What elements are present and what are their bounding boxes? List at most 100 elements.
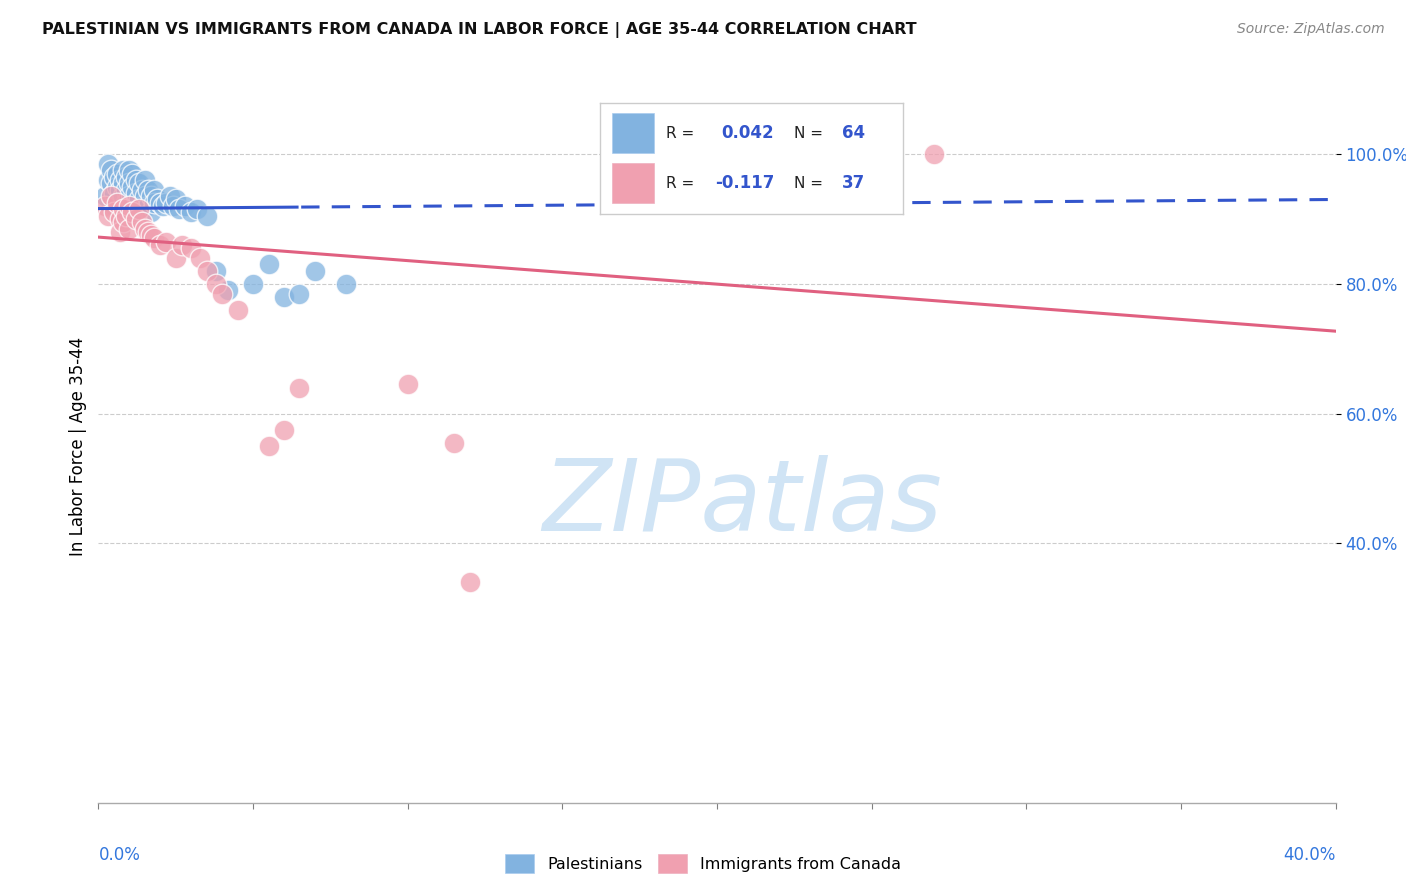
Point [167,202,190,217]
Point [139,189,162,203]
Point [134,189,156,203]
Point [124,173,146,187]
Point [180,241,202,255]
Point [922,147,945,161]
Point [143,231,166,245]
Point [159,189,181,203]
Point [335,277,357,291]
Point [149,238,172,252]
Point [146,193,169,207]
Point [165,193,187,207]
Point [139,205,162,219]
Text: Source: ZipAtlas.com: Source: ZipAtlas.com [1237,22,1385,37]
Point [134,221,156,235]
Point [105,167,128,181]
Point [134,173,156,187]
Point [93,189,115,203]
Text: PALESTINIAN VS IMMIGRANTS FROM CANADA IN LABOR FORCE | AGE 35-44 CORRELATION CHA: PALESTINIAN VS IMMIGRANTS FROM CANADA IN… [42,22,917,38]
Point [105,195,128,210]
Point [115,195,138,210]
Point [180,205,202,219]
Point [112,202,135,217]
Point [288,286,311,301]
Point [139,228,162,243]
Point [124,211,146,226]
Text: ZIPatlas: ZIPatlas [541,455,942,551]
Point [273,423,295,437]
Point [136,225,159,239]
Point [103,199,125,213]
Point [108,225,131,239]
Point [174,199,197,213]
Point [115,209,138,223]
Point [242,277,264,291]
Point [195,264,218,278]
Point [128,193,150,207]
Point [131,215,153,229]
Point [217,283,239,297]
Point [186,202,208,217]
Point [128,176,150,190]
Point [143,183,166,197]
Point [205,277,228,291]
Point [304,264,326,278]
Point [226,302,249,317]
Point [112,215,135,229]
Point [257,439,280,453]
Point [112,176,135,190]
Point [112,202,135,217]
Point [121,199,143,213]
Point [152,199,174,213]
Point [121,179,143,194]
Point [97,157,120,171]
Point [115,169,138,184]
Point [131,199,153,213]
Point [118,221,141,235]
Point [118,163,141,178]
Point [170,238,193,252]
Point [128,202,150,217]
Point [396,377,419,392]
Point [162,199,184,213]
Text: 40.0%: 40.0% [1284,846,1336,863]
Point [458,575,481,590]
Point [121,167,143,181]
Point [124,202,146,217]
Point [155,195,177,210]
Point [97,209,120,223]
Point [124,186,146,200]
Point [195,209,218,223]
Point [273,290,295,304]
Point [165,251,187,265]
Point [105,195,128,210]
Point [136,183,159,197]
Point [103,186,125,200]
Point [118,176,141,190]
Point [108,211,131,226]
Point [136,199,159,213]
Point [115,183,138,197]
Point [149,195,172,210]
Point [131,183,153,197]
Point [93,199,115,213]
Point [155,235,177,249]
Point [100,176,122,190]
Point [103,205,125,219]
Point [118,202,141,217]
Point [112,189,135,203]
Y-axis label: In Labor Force | Age 35-44: In Labor Force | Age 35-44 [69,336,87,556]
Point [205,264,228,278]
Point [190,251,212,265]
Point [112,163,135,178]
Point [288,381,311,395]
Point [115,209,138,223]
Point [103,169,125,184]
Point [108,173,131,187]
Point [108,199,131,213]
Point [118,189,141,203]
Point [100,189,122,203]
Point [97,173,120,187]
Point [100,163,122,178]
Point [118,199,141,213]
Point [121,205,143,219]
